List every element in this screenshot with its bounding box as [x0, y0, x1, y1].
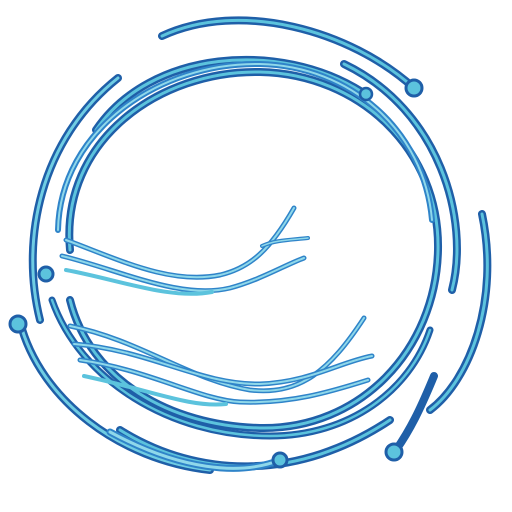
inner-ring-highlight: [67, 70, 440, 430]
outer-arc-bottom-left: [16, 318, 214, 474]
lower-strand-4: [82, 374, 228, 407]
inner-ring-second: [55, 60, 435, 233]
upper-strand-2-hl: [61, 255, 305, 292]
mid-arc-right-inner: [342, 62, 459, 292]
node-dot-icon: [358, 86, 374, 102]
node-dot-icon: [271, 451, 289, 469]
outer-arcs: [16, 16, 492, 474]
lower-strand-1-hl: [69, 317, 365, 392]
outer-arc-bottom-left-inner: [18, 320, 212, 472]
lower-strand-3-hl: [79, 359, 369, 404]
node-dot-icon: [404, 78, 424, 98]
upper-strand-3: [64, 268, 214, 296]
inner-ring-second-highlight: [57, 62, 433, 231]
node-dot-icon: [37, 265, 55, 283]
lower-strands: [67, 315, 375, 407]
outer-arc-right-inner: [428, 212, 489, 412]
node-dots: [8, 78, 424, 469]
node-dot-icon: [384, 442, 404, 462]
outer-arc-lowest-inner: [108, 430, 282, 470]
outer-arc-bottom-right: [392, 372, 438, 454]
outer-arc-left-inner: [31, 76, 120, 322]
node-dot-icon: [8, 314, 28, 334]
inner-ring-main: [65, 67, 443, 433]
lower-strand-2-hl: [73, 343, 373, 386]
outer-arc-top-inner: [160, 18, 416, 90]
upper-strands: [59, 205, 310, 296]
upper-strand-branch-hl: [261, 237, 309, 247]
